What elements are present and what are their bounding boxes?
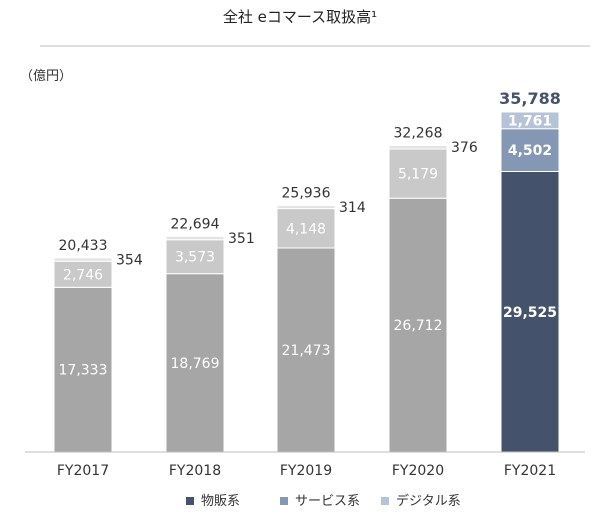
bar-segment-digital-fy2017 bbox=[53, 257, 113, 262]
bar-segment-service-fy2018 bbox=[165, 239, 225, 275]
bar-segment-service-fy2017 bbox=[53, 260, 113, 288]
total-label-fy2018: 22,694 bbox=[171, 216, 220, 232]
bars-group bbox=[53, 111, 560, 453]
value-label-service-fy2020: 5,179 bbox=[398, 167, 438, 183]
x-tick-label-fy2020: FY2020 bbox=[392, 463, 444, 479]
x-tick-label-fy2021: FY2021 bbox=[504, 463, 556, 479]
x-tick-label-fy2018: FY2018 bbox=[169, 463, 221, 479]
bar-segment-service-fy2019 bbox=[276, 208, 336, 249]
category-axis: FY2017 FY2018 FY2019 FY2020 FY2021 bbox=[57, 463, 556, 479]
value-label-service-fy2018: 3,573 bbox=[175, 250, 215, 266]
legend-swatch-merchandise bbox=[186, 497, 194, 505]
value-label-digital-fy2019: 314 bbox=[339, 200, 366, 216]
value-label-merchandise-fy2018: 18,769 bbox=[171, 356, 220, 372]
value-label-merchandise-fy2021: 29,525 bbox=[503, 305, 557, 321]
bar-segment-digital-fy2020 bbox=[388, 144, 448, 150]
bar-segment-service-fy2020 bbox=[388, 148, 448, 199]
bar-segment-digital-fy2021 bbox=[500, 111, 560, 130]
value-label-digital-fy2017: 354 bbox=[116, 253, 143, 269]
bar-segment-service-fy2021 bbox=[500, 128, 560, 173]
value-label-digital-fy2021: 1,761 bbox=[508, 113, 552, 129]
labels-group: 17,333 2,746 354 20,433 18,769 3,573 351 22,694… bbox=[59, 89, 561, 379]
bar-segment-digital-fy2019 bbox=[276, 205, 336, 210]
value-label-service-fy2017: 2,746 bbox=[63, 267, 103, 283]
value-label-digital-fy2020: 376 bbox=[451, 140, 478, 156]
total-label-fy2021: 35,788 bbox=[499, 89, 561, 108]
value-label-service-fy2019: 4,148 bbox=[286, 221, 326, 237]
x-tick-label-fy2017: FY2017 bbox=[57, 463, 109, 479]
legend-swatch-service bbox=[280, 497, 288, 505]
legend-label-service: サービス系 bbox=[295, 494, 360, 509]
bar-segment-merchandise-fy2019 bbox=[276, 247, 336, 453]
total-label-fy2019: 25,936 bbox=[282, 186, 331, 202]
value-label-merchandise-fy2020: 26,712 bbox=[394, 318, 443, 334]
value-label-digital-fy2018: 351 bbox=[228, 231, 255, 247]
bar-segment-merchandise-fy2020 bbox=[388, 197, 448, 453]
bar-segment-digital-fy2018 bbox=[165, 235, 225, 241]
x-tick-label-fy2019: FY2019 bbox=[280, 463, 332, 479]
value-label-merchandise-fy2017: 17,333 bbox=[59, 363, 108, 379]
legend-swatch-digital bbox=[381, 497, 389, 505]
legend-label-digital: デジタル系 bbox=[396, 493, 461, 509]
total-label-fy2020: 32,268 bbox=[394, 125, 443, 141]
value-label-service-fy2021: 4,502 bbox=[508, 143, 552, 159]
value-label-merchandise-fy2019: 21,473 bbox=[282, 343, 331, 359]
legend: 物販系 サービス系 デジタル系 bbox=[186, 493, 461, 509]
total-label-fy2017: 20,433 bbox=[59, 238, 108, 254]
unit-label: （億円） bbox=[20, 68, 72, 84]
bar-segment-merchandise-fy2021 bbox=[500, 171, 560, 453]
chart-title: 全社 eコマース取扱高¹ bbox=[223, 8, 377, 26]
legend-label-merchandise: 物販系 bbox=[201, 494, 240, 509]
